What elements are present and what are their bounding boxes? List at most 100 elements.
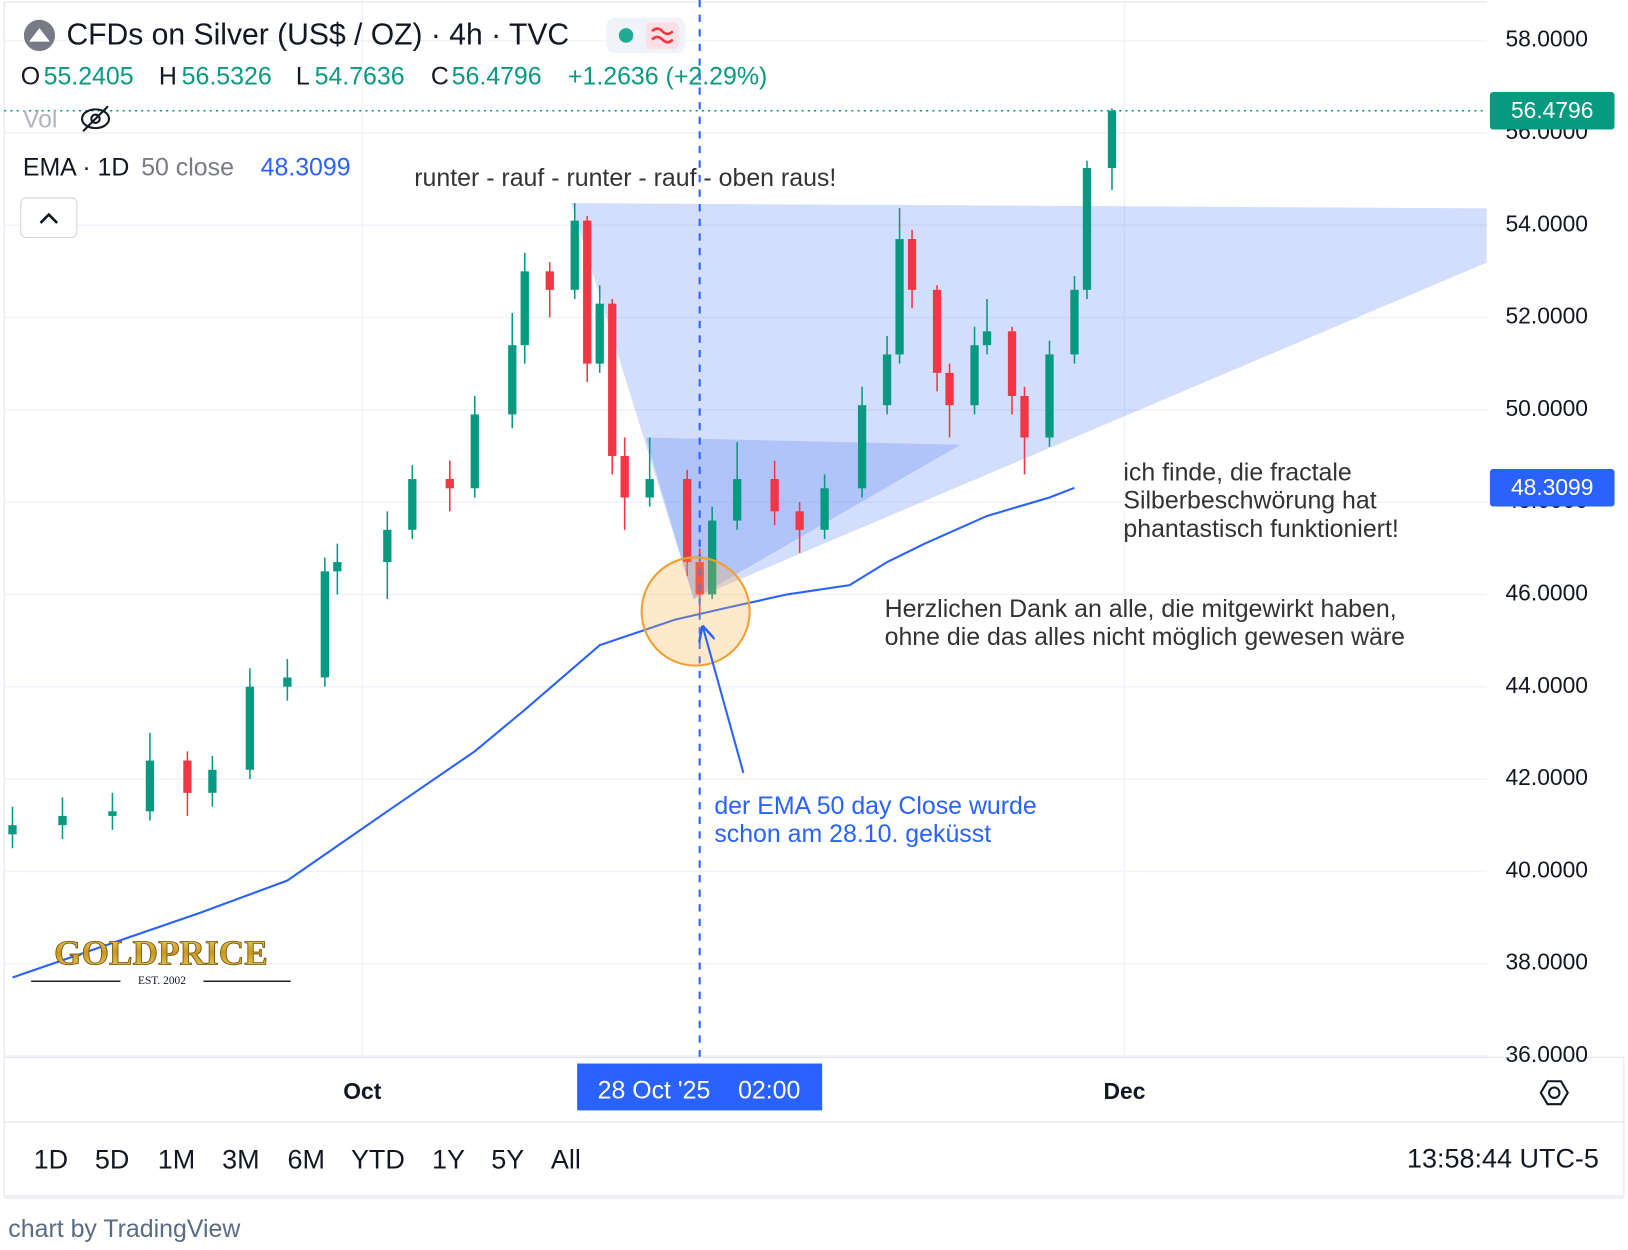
delay-icon (651, 27, 674, 44)
candle-body (895, 239, 904, 355)
x-tick-label: Oct (343, 1078, 381, 1104)
candle-body (108, 811, 117, 816)
candle-body (932, 289, 942, 373)
last-price-label: 56.4796 (1511, 97, 1594, 123)
last-price-box (1489, 92, 1615, 130)
ema-legend-name: EMA · 1D (23, 153, 130, 181)
range-button[interactable]: All (551, 1145, 581, 1175)
triangle-drawing (571, 203, 1487, 599)
range-button[interactable]: YTD (351, 1145, 405, 1175)
candle-body (570, 220, 579, 290)
collapse-button[interactable] (20, 197, 78, 239)
collapse-icon (39, 212, 59, 224)
range-button[interactable]: 5Y (491, 1145, 524, 1175)
logo-est: EST. 2002 (138, 975, 186, 987)
candle-body (645, 479, 654, 498)
clock: 13:58:44 UTC-5 (1407, 1144, 1599, 1174)
candle-body (608, 303, 617, 456)
logo: GOLDPRICE (54, 932, 268, 972)
range-button[interactable]: 6M (288, 1145, 325, 1175)
ema-value-label: 48.3099 (1511, 474, 1594, 500)
candle-body (1007, 331, 1017, 396)
ohlc-letter: C (431, 63, 449, 91)
annotation: runter - rauf - runter - rauf - oben rau… (414, 164, 836, 192)
symbol-icon (29, 28, 50, 42)
candle-body (58, 815, 67, 826)
y-tick-label: 38.0000 (1505, 949, 1588, 975)
candle-body (520, 271, 529, 346)
y-tick-label: 50.0000 (1505, 395, 1588, 421)
ohlc-value: 56.4796 (452, 63, 542, 91)
footer: chart by TradingView (8, 1215, 241, 1243)
candle-body (208, 769, 217, 793)
ohlc-value: 54.7636 (315, 63, 405, 91)
y-tick-label: 58.0000 (1505, 26, 1588, 52)
candle-body (1020, 395, 1029, 438)
candle-body (708, 520, 717, 595)
annotation: Silberbeschwörung hat (1123, 487, 1376, 515)
candle-body (320, 571, 329, 678)
candle-body (470, 414, 479, 489)
candle-body (583, 220, 592, 364)
arrow (703, 627, 745, 774)
crosshair-time: 02:00 (738, 1076, 800, 1104)
annotation: der EMA 50 day Close wurde (714, 792, 1036, 820)
candle-body (620, 455, 629, 498)
annotation: ohne die das alles nicht möglich gewesen… (885, 623, 1405, 651)
ohlc-change: +1.2636 (+2.29%) (568, 63, 767, 91)
frame (3, 1, 1625, 1197)
candle-body (907, 239, 917, 290)
candle-body (1045, 354, 1054, 438)
y-tick-label: 46.0000 (1505, 579, 1588, 605)
axes: 36.0000 38.0000 40.0000 42.0000 44.0000 46.00… (343, 26, 1615, 1111)
candle-body (1107, 110, 1117, 168)
range-button[interactable]: 1M (158, 1145, 195, 1175)
candle-body (245, 686, 255, 770)
candle-body (970, 345, 979, 406)
candle-body (695, 562, 704, 595)
chart-title: CFDs on Silver (US$ / OZ) · 4h · TVC (66, 18, 569, 51)
annotation: schon am 28.10. geküsst (714, 820, 991, 848)
y-tick-label: 44.0000 (1505, 672, 1588, 698)
ema-legend-params: 50 close (141, 153, 234, 181)
candle-body (732, 479, 742, 521)
annotation: phantastisch funktioniert! (1123, 515, 1398, 543)
candle-body (333, 562, 342, 572)
range-button[interactable]: 5D (95, 1145, 129, 1175)
range-button[interactable]: 3M (222, 1145, 259, 1175)
candle-body (770, 479, 779, 512)
crosshair-label-box (577, 1063, 823, 1111)
annotation: Herzlichen Dank an alle, die mitgewirkt … (885, 595, 1397, 623)
ema-value-box (1489, 469, 1615, 507)
candle-body (445, 479, 454, 489)
hide-icon[interactable] (80, 105, 111, 132)
settings-button[interactable] (1539, 1080, 1569, 1106)
range-button[interactable]: 1D (34, 1145, 68, 1175)
candle-body (945, 372, 954, 406)
ohlc-value: 55.2405 (44, 63, 134, 91)
ema-legend-value: 48.3099 (261, 153, 351, 181)
candle-body (820, 488, 829, 530)
ohlc-letter: H (159, 63, 177, 91)
candle-body (183, 760, 192, 793)
candle-body (795, 511, 804, 530)
plot (4, 0, 1487, 1058)
candle-body (882, 354, 892, 406)
volume-label: Vol (23, 105, 58, 133)
ohlc-value: 56.5326 (182, 63, 272, 91)
delay-badge (645, 21, 680, 49)
range-button[interactable]: 1Y (432, 1145, 465, 1175)
candle-body (1070, 289, 1079, 355)
y-tick-label: 54.0000 (1505, 210, 1588, 236)
candle-body (145, 760, 155, 812)
candle-body (1082, 167, 1092, 290)
candle-body (408, 479, 417, 530)
candle-body (8, 825, 17, 835)
highlight-circle (640, 556, 751, 667)
candle-body (982, 331, 992, 346)
grid (4, 0, 1487, 1058)
candle-body (508, 345, 517, 415)
candle-body (283, 677, 292, 687)
settings-icon (1548, 1086, 1561, 1099)
